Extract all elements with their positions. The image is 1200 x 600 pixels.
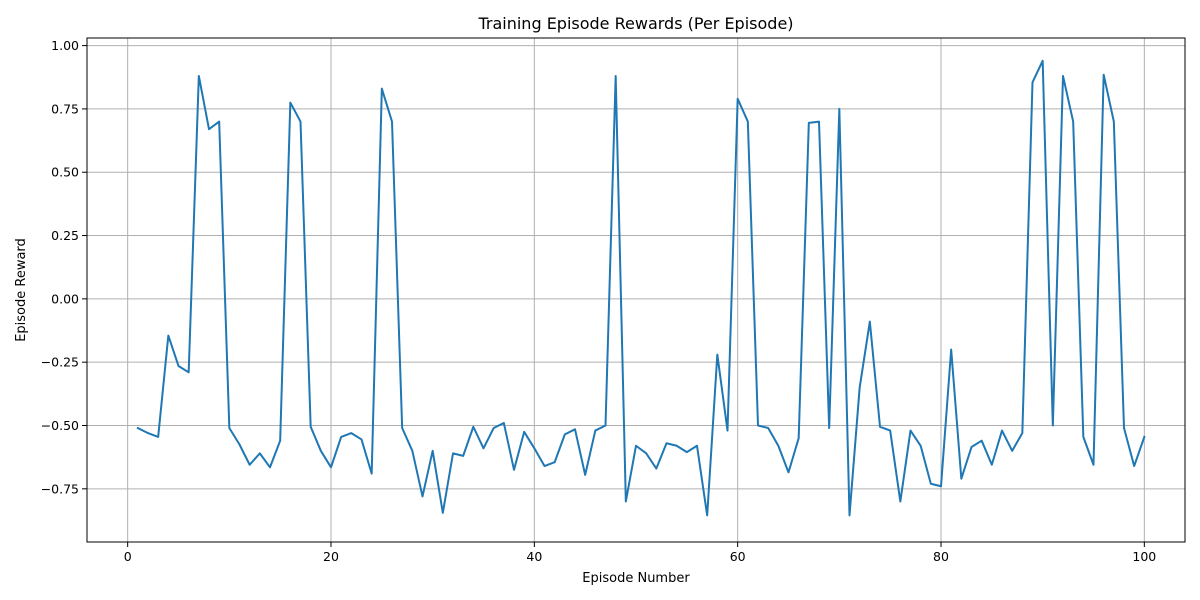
x-tick-label: 80: [933, 549, 949, 564]
y-tick-label: 1.00: [51, 38, 79, 53]
y-tick-label: −0.75: [41, 481, 79, 496]
y-tick-label: −0.25: [41, 355, 79, 370]
grid-lines: [87, 38, 1185, 542]
y-tick-label: 0.00: [51, 291, 79, 306]
y-tick-label: 0.50: [51, 165, 79, 180]
y-tick-label: 0.75: [51, 101, 79, 116]
reward-series-line: [136, 59, 1146, 517]
x-tick-label: 20: [323, 549, 339, 564]
x-axis-label: Episode Number: [582, 571, 690, 586]
y-tick-label: 0.25: [51, 228, 79, 243]
x-tick-label: 60: [730, 549, 746, 564]
axis-ticks: 0 20 40 60 80 100 −0.75 −0.50 −0.25 0.00 0.25 0.50 0…: [41, 38, 1157, 564]
y-axis-label: Episode Reward: [14, 238, 29, 342]
chart-title: Training Episode Rewards (Per Episode): [477, 14, 793, 33]
x-tick-label: 100: [1132, 549, 1156, 564]
plot-frame: [86, 37, 1186, 543]
x-tick-label: 0: [124, 549, 132, 564]
x-tick-label: 40: [526, 549, 542, 564]
series-layer: [136, 59, 1146, 517]
y-tick-label: −0.50: [41, 418, 79, 433]
